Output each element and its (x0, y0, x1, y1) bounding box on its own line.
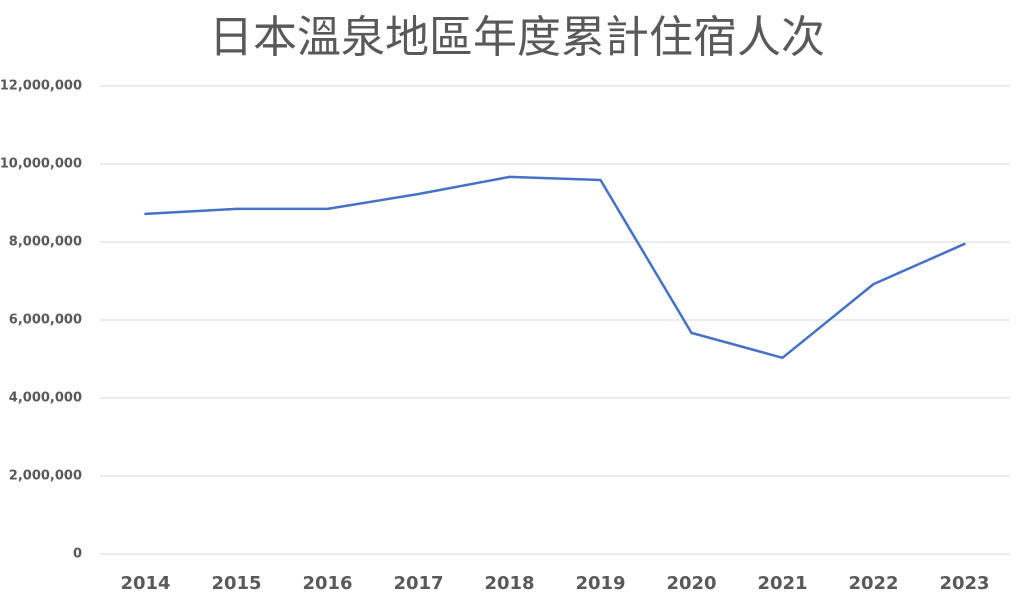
y-tick-label: 4,000,000 (9, 391, 82, 406)
y-tick-label: 6,000,000 (9, 313, 82, 328)
x-tick-label: 2016 (302, 573, 352, 594)
x-tick-label: 2019 (575, 573, 625, 594)
y-tick-label: 2,000,000 (9, 469, 82, 484)
x-tick-label: 2018 (484, 573, 534, 594)
y-tick-label: 12,000,000 (0, 79, 82, 94)
x-tick-label: 2017 (393, 573, 443, 594)
x-tick-label: 2022 (848, 573, 898, 594)
y-tick-label: 10,000,000 (0, 157, 82, 172)
x-tick-label: 2014 (120, 573, 170, 594)
x-tick-label: 2021 (757, 573, 807, 594)
x-tick-label: 2023 (939, 573, 989, 594)
x-tick-label: 2020 (666, 573, 716, 594)
data-line (144, 175, 966, 360)
chart-title: 日本溫泉地區年度累計住宿人次 (209, 12, 825, 63)
y-tick-label: 8,000,000 (9, 235, 82, 250)
x-tick-label: 2015 (211, 573, 261, 594)
y-tick-label: 0 (73, 547, 82, 562)
